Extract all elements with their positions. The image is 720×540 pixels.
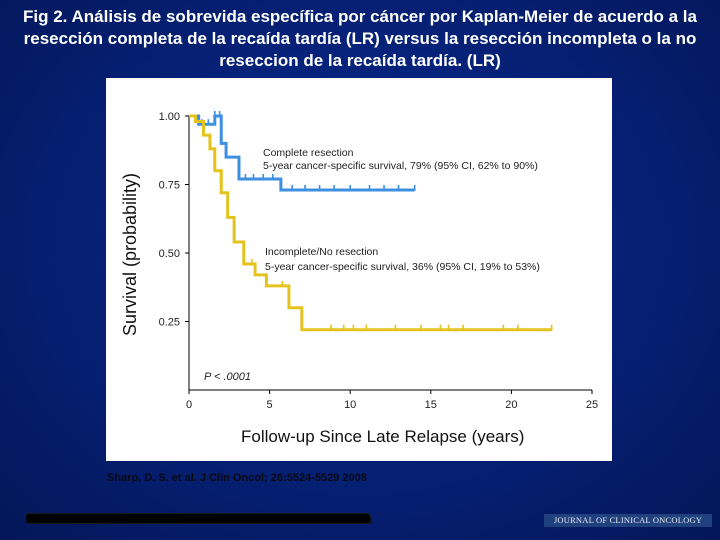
p-value-label: P < .0001 — [204, 371, 251, 383]
y-axis-label: Survival (probability) — [120, 173, 140, 336]
complete-series-label: Complete resection — [263, 147, 354, 159]
y-tick-label: 0.75 — [159, 180, 180, 192]
x-tick-label: 0 — [186, 399, 192, 411]
incomplete-series-survival-label: 5-year cancer-specific survival, 36% (95… — [265, 261, 540, 273]
citation: Sharp, D. S. et al. J Clin Oncol; 26:552… — [107, 472, 367, 484]
y-tick-label: 0.50 — [159, 248, 180, 260]
y-tick-label: 1.00 — [159, 111, 180, 123]
x-axis-label: Follow-up Since Late Relapse (years) — [241, 427, 524, 446]
x-tick-label: 15 — [425, 399, 437, 411]
x-tick-label: 20 — [505, 399, 517, 411]
journal-banner: JOURNAL OF CLINICAL ONCOLOGY — [544, 514, 712, 527]
kaplan-meier-chart: 1.00 0.75 0.50 0.25 0 5 10 15 20 25 Survival (pr… — [120, 111, 598, 446]
x-tick-label: 10 — [344, 399, 356, 411]
complete-series-survival-label: 5-year cancer-specific survival, 79% (95… — [263, 160, 538, 172]
redacted-text-bar — [26, 514, 370, 523]
x-tick-label: 5 — [267, 399, 273, 411]
x-tick-label: 25 — [586, 399, 598, 411]
y-tick-label: 0.25 — [159, 317, 180, 329]
incomplete-series-label: Incomplete/No resection — [265, 246, 378, 258]
incomplete-survival-curve — [189, 114, 552, 332]
slide-title: Fig 2. Análisis de sobrevida específica … — [23, 7, 697, 70]
kaplan-meier-figure: 1.00 0.75 0.50 0.25 0 5 10 15 20 25 Survival (pr… — [106, 78, 612, 461]
